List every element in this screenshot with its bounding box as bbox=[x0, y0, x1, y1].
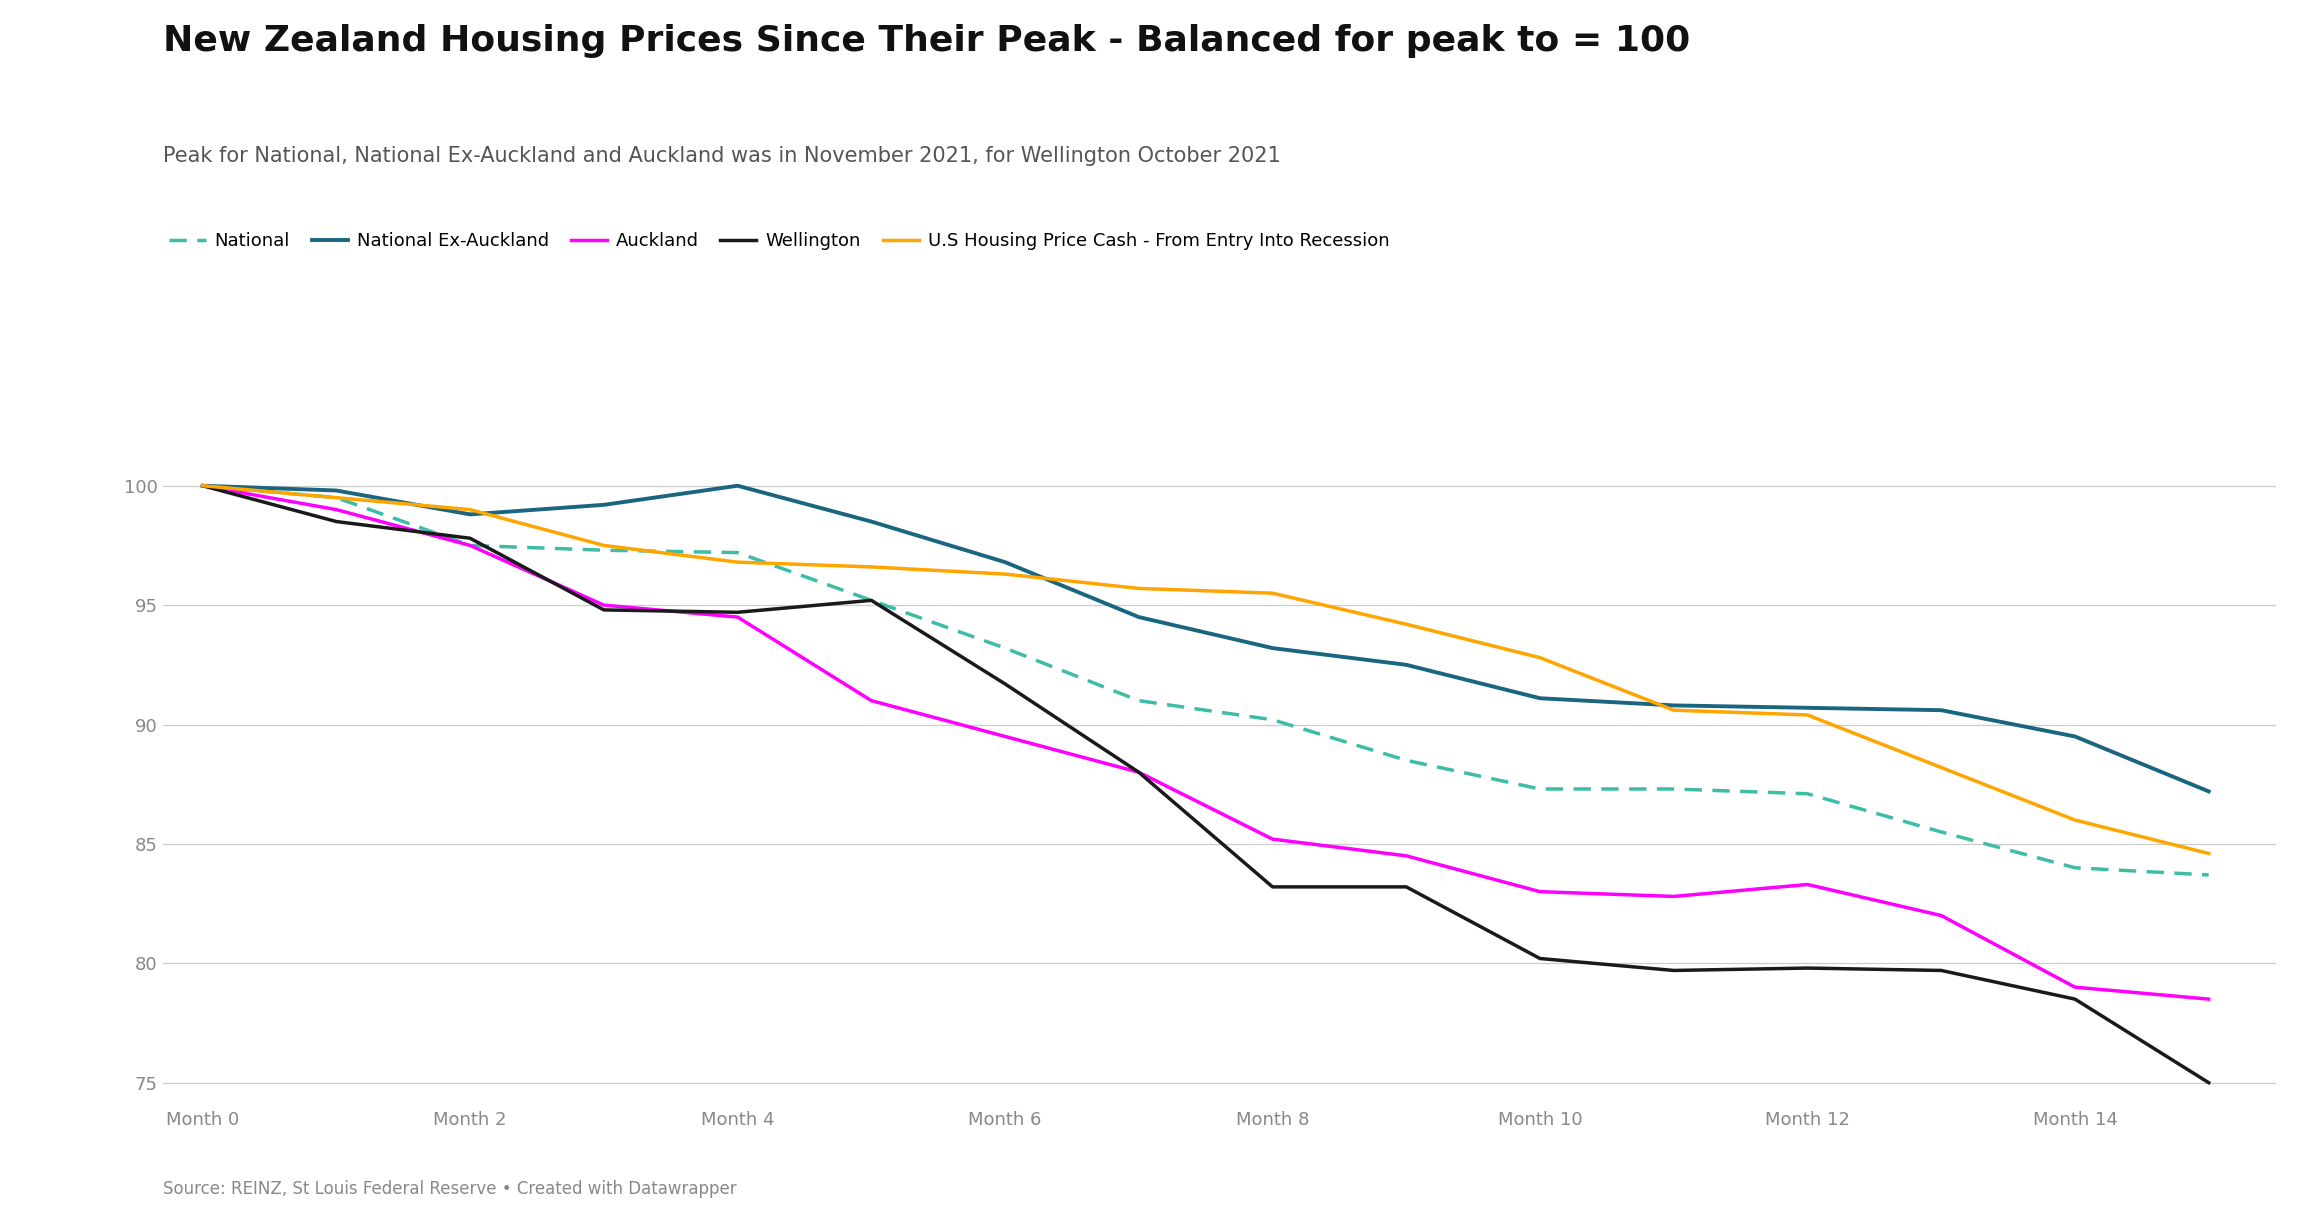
Text: New Zealand Housing Prices Since Their Peak - Balanced for peak to = 100: New Zealand Housing Prices Since Their P… bbox=[163, 24, 1690, 58]
Text: Source: REINZ, St Louis Federal Reserve • Created with Datawrapper: Source: REINZ, St Louis Federal Reserve … bbox=[163, 1180, 736, 1198]
Legend: National, National Ex-Auckland, Auckland, Wellington, U.S Housing Price Cash - F: National, National Ex-Auckland, Auckland… bbox=[170, 232, 1389, 250]
Text: Peak for National, National Ex-Auckland and Auckland was in November 2021, for W: Peak for National, National Ex-Auckland … bbox=[163, 146, 1279, 165]
